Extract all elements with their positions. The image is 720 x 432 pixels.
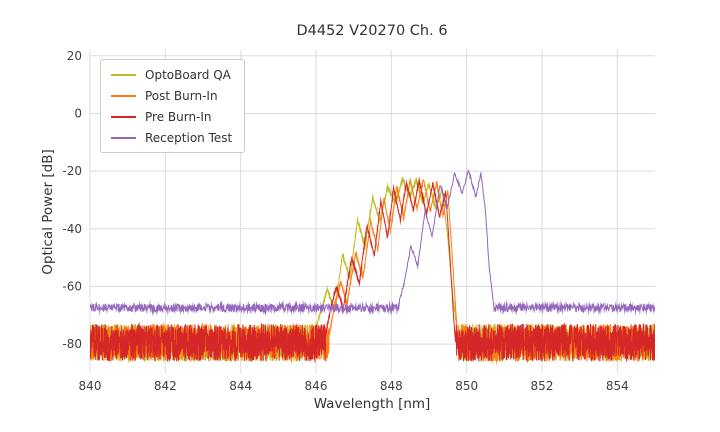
legend-label: OptoBoard QA [145,67,231,82]
legend-line-swatch [111,94,136,97]
legend-item-optoboard-qa: OptoBoard QA [111,66,232,83]
legend: OptoBoard QA Post Burn-In Pre Burn-In Recep… [100,59,246,153]
legend-item-pre-burn-in: Pre Burn-In [111,108,232,125]
legend-line-swatch [111,73,136,76]
legend-line-swatch [111,115,136,118]
legend-item-reception-test: Reception Test [111,129,232,146]
x-axis-label: Wavelength [nm] [313,396,431,412]
legend-label: Post Burn-In [145,88,218,103]
legend-item-post-burn-in: Post Burn-In [111,87,232,104]
legend-label: Pre Burn-In [145,109,212,124]
chart-title: D4452 V20270 Ch. 6 [296,23,448,39]
y-axis-label: Optical Power [dB] [40,149,56,275]
legend-line-swatch [111,136,136,139]
legend-label: Reception Test [145,130,233,145]
